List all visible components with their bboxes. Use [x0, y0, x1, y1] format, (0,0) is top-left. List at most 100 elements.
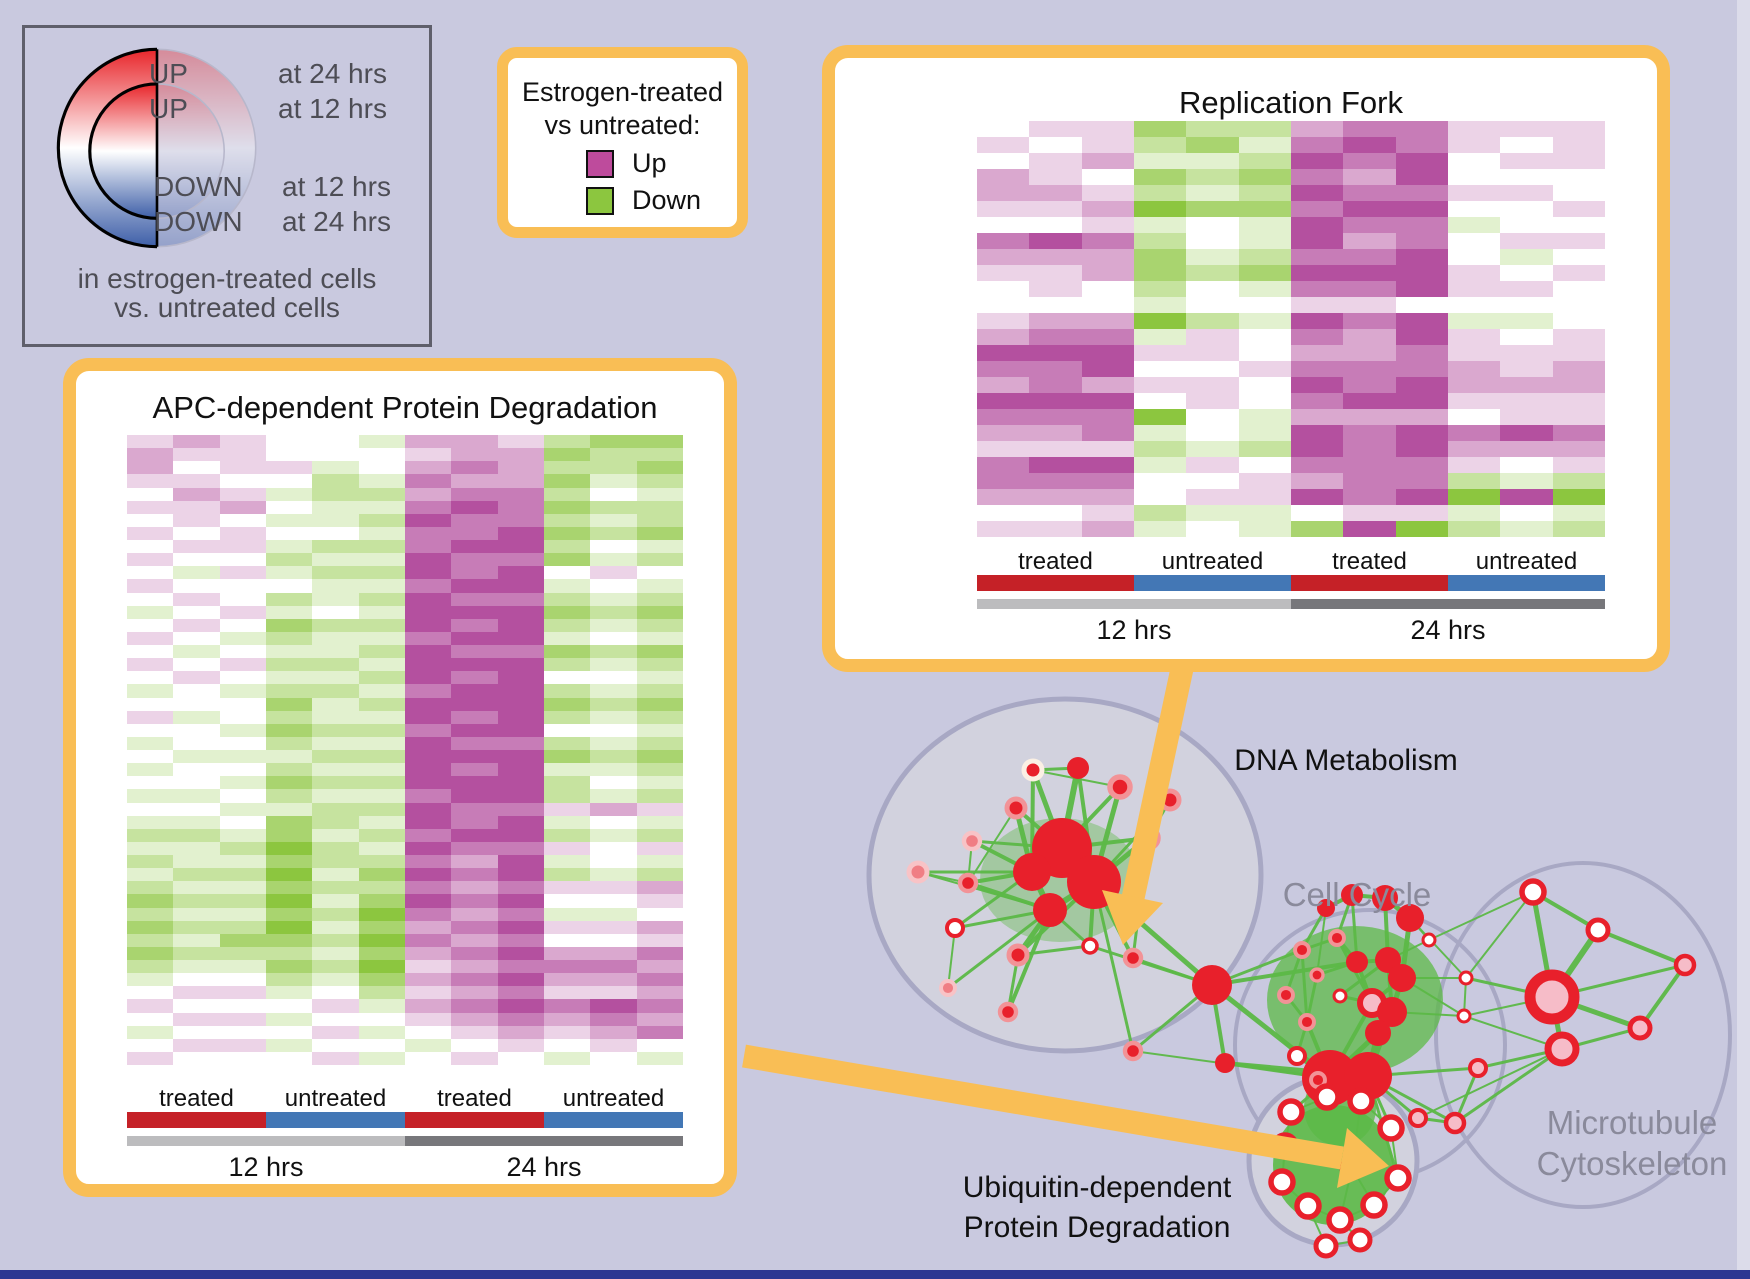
heatmap-cell	[312, 907, 359, 921]
heatmap-cell	[312, 802, 359, 816]
heatmap-cell	[265, 868, 313, 882]
heatmap-cell	[127, 618, 174, 632]
heatmap-cell	[1133, 441, 1187, 457]
heatmap-cell	[1290, 137, 1344, 153]
heatmap-cell	[1343, 297, 1396, 313]
heatmap-cell	[1238, 425, 1291, 441]
heatmap-cell	[219, 736, 266, 750]
heatmap-cell	[451, 645, 498, 659]
heatmap-cell	[636, 592, 683, 606]
heatmap-cell	[1343, 233, 1396, 249]
heatmap-cell	[497, 645, 544, 659]
heatmap-cell	[1395, 425, 1448, 441]
heatmap-cell	[1238, 249, 1291, 265]
gene-node	[939, 979, 957, 997]
heatmap-cell	[173, 776, 220, 790]
down-swatch-icon	[586, 186, 614, 215]
heatmap-cell	[977, 361, 1030, 377]
heatmap-cell	[173, 487, 220, 501]
heatmap-cell	[497, 855, 544, 869]
heatmap-cell	[404, 500, 452, 514]
heatmap-cell	[636, 1038, 683, 1052]
heatmap-cell	[543, 1025, 591, 1039]
heatmap-cell	[1029, 217, 1082, 233]
arrow-replication-to-dna-shaft	[1121, 661, 1195, 901]
heatmap-cell	[219, 855, 266, 869]
heatmap-cell	[1552, 329, 1605, 345]
heatmap-cell	[1238, 153, 1291, 169]
heatmap-cell	[497, 723, 544, 737]
heatmap-cell	[1395, 377, 1448, 393]
heatmap-cell	[265, 579, 313, 593]
heatmap-cell	[451, 526, 498, 540]
heatmap-cell	[404, 763, 452, 777]
legend-down-12-time: at 12 hrs	[282, 171, 391, 202]
heatmap-cell	[219, 973, 266, 987]
heatmap-cell	[127, 658, 174, 672]
heatmap-cell	[312, 920, 359, 934]
heatmap-cell	[1081, 185, 1134, 201]
heatmap-cell	[404, 526, 452, 540]
heatmap-cell	[1186, 233, 1239, 249]
heatmap-cell	[636, 802, 683, 816]
legend-down-12: DOWN	[154, 171, 243, 202]
heatmap-cell	[543, 960, 591, 974]
heatmap-cell	[1395, 201, 1448, 217]
heatmap-cell	[451, 723, 498, 737]
heatmap-cell	[358, 448, 405, 462]
legend-item-down: Down	[586, 185, 737, 216]
heatmap-cell	[590, 592, 637, 606]
heatmap-cell	[1133, 409, 1187, 425]
heatmap-cell	[1081, 201, 1134, 217]
heatmap-cell	[173, 736, 220, 750]
heatmap-cell	[127, 1025, 174, 1039]
heatmap-cell	[404, 828, 452, 842]
heatmap-cell	[358, 868, 405, 882]
heatmap-cell	[1133, 457, 1187, 473]
heatmap-cell	[977, 505, 1030, 521]
heatmap-cell	[1133, 153, 1187, 169]
heatmap-cell	[1029, 201, 1082, 217]
gene-node	[1627, 1015, 1653, 1041]
heatmap-cell	[451, 986, 498, 1000]
heatmap-cell	[173, 750, 220, 764]
heatmap-cell	[265, 986, 313, 1000]
network-edge	[1316, 907, 1327, 976]
heatmap-cell	[265, 828, 313, 842]
heatmap-cell	[1395, 409, 1448, 425]
heatmap-cell	[358, 723, 405, 737]
heatmap-cell	[127, 1038, 174, 1052]
heatmap-cell	[543, 1012, 591, 1026]
heatmap-cell	[1500, 425, 1553, 441]
figure-bottom-border	[0, 1270, 1750, 1279]
heatmap-cell	[636, 868, 683, 882]
gene-node	[1360, 1191, 1388, 1219]
heatmap-cell	[1238, 169, 1291, 185]
heatmap-cell	[1029, 345, 1082, 361]
gene-node	[1122, 1040, 1144, 1062]
heatmap-cell	[1029, 489, 1082, 505]
heatmap-cell	[1186, 489, 1239, 505]
heatmap-cell	[636, 750, 683, 764]
heatmap-cell	[497, 448, 544, 462]
heatmap-cell	[497, 802, 544, 816]
heatmap-cell	[265, 973, 313, 987]
heatmap-cell	[636, 815, 683, 829]
heatmap-cell	[173, 894, 220, 908]
heatmap-cell	[127, 815, 174, 829]
heatmap-cell	[312, 855, 359, 869]
heatmap-cell	[1552, 297, 1605, 313]
heatmap-cell	[1500, 505, 1553, 521]
legend-caption-line1: in estrogen-treated cells	[77, 263, 377, 294]
heatmap-cell	[543, 487, 591, 501]
gene-node	[1524, 969, 1580, 1025]
heatmap-cell	[590, 1051, 637, 1065]
heatmap-cell	[404, 513, 452, 527]
heatmap-cell	[127, 671, 174, 685]
heatmap-cell	[1133, 505, 1187, 521]
heatmap-cell	[451, 1012, 498, 1026]
up-swatch-icon	[586, 149, 614, 178]
heatmap-cell	[1500, 153, 1553, 169]
heatmap-cell	[636, 448, 683, 462]
heatmap-cell	[590, 920, 637, 934]
